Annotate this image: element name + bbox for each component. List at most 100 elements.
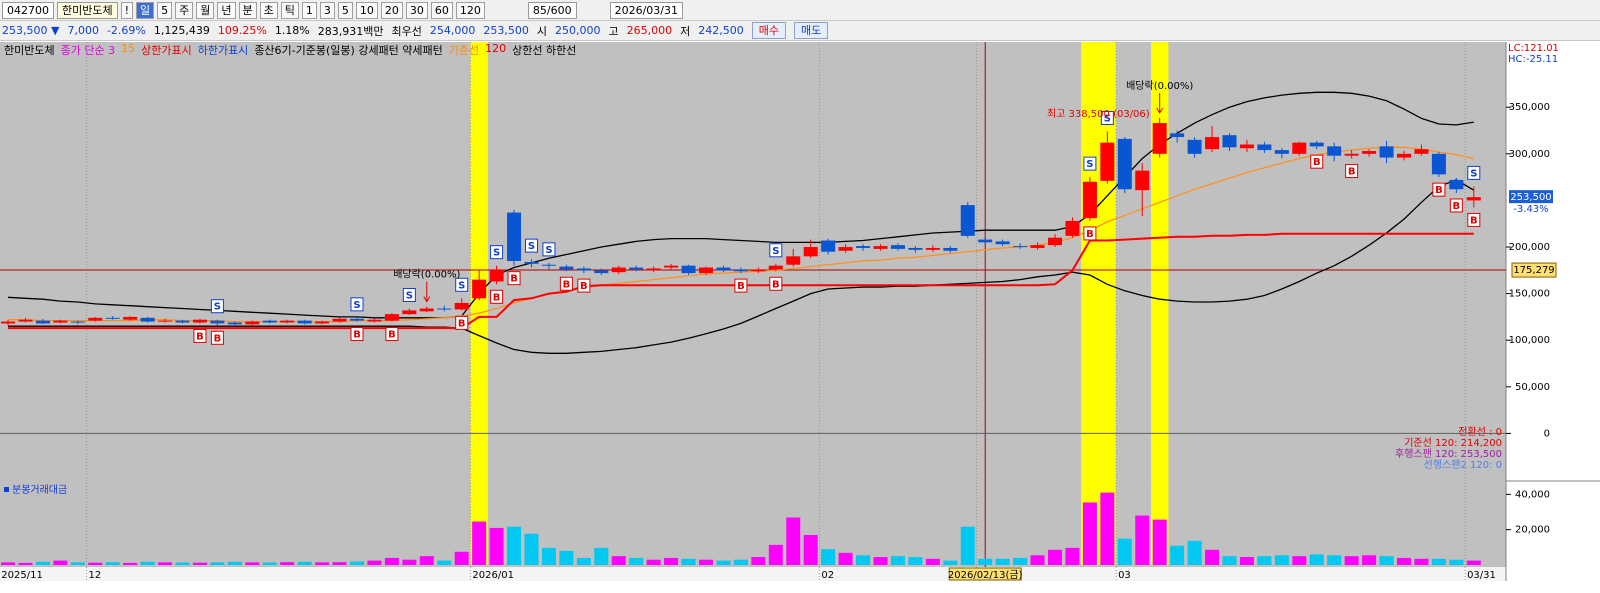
toolbar: 042700 한미반도체! 일 5 주 월 년 분 초 틱 1 3 5 10 20 30 60 120 85/600…	[0, 0, 1600, 21]
interval-option[interactable]: 3	[319, 1, 335, 19]
volume-bar	[332, 562, 347, 565]
info-turnover: 1.18%	[274, 24, 310, 37]
buy-button[interactable]: 매수	[751, 22, 786, 39]
candle-body	[1205, 137, 1220, 150]
volume-bar	[1362, 555, 1377, 565]
candle-body	[559, 266, 574, 270]
signal-box	[734, 278, 748, 293]
legend-item: 종가 단순 3	[60, 44, 116, 57]
x-tick-label: 2026/01	[472, 570, 514, 581]
volume-bar	[1292, 556, 1307, 565]
candle-body	[1117, 138, 1132, 190]
candle-body	[18, 319, 33, 322]
signal-marker: B	[769, 276, 783, 291]
volume-bar	[890, 556, 905, 565]
interval-option[interactable]: 5	[337, 1, 353, 19]
signal-label: B	[458, 318, 466, 329]
signal-label: B	[1348, 166, 1356, 177]
dividend-annotation: 배당락(0.00%)	[1126, 80, 1193, 92]
interval-option[interactable]: 1	[301, 1, 317, 19]
volume-bar	[611, 556, 626, 565]
volume-bar	[419, 556, 434, 565]
candle-body	[1048, 237, 1062, 246]
interval-option[interactable]: 60	[430, 1, 453, 19]
signal-box	[542, 242, 556, 257]
period-option[interactable]: 년	[217, 1, 236, 19]
interval-option[interactable]: 120	[455, 1, 485, 19]
candle-body	[838, 247, 853, 251]
signal-box	[1432, 182, 1446, 197]
candle-body	[716, 267, 731, 271]
period-option[interactable]: 초	[259, 1, 278, 19]
volume-bar	[524, 533, 539, 565]
period-button[interactable]: 일	[136, 1, 155, 19]
volume-bar	[699, 559, 713, 565]
interval-option[interactable]: 30	[405, 1, 428, 19]
volume-bar	[88, 562, 103, 565]
stock-code[interactable]: 042700	[2, 1, 54, 19]
volume-bar	[960, 526, 975, 565]
candle-body	[472, 279, 487, 299]
signal-box	[525, 238, 538, 253]
date-field[interactable]: 2026/03/31	[609, 1, 684, 19]
candle-body	[245, 321, 260, 325]
signal-label: B	[388, 330, 396, 341]
volume-bar	[803, 534, 818, 565]
signal-marker: B	[455, 315, 469, 330]
signal-label: B	[196, 331, 204, 342]
candle-body	[646, 268, 661, 271]
alert-button[interactable]: !	[120, 1, 134, 19]
period-option[interactable]: 주	[175, 1, 194, 19]
candle-body	[192, 319, 207, 323]
sell-button[interactable]: 매도	[794, 22, 829, 39]
candle-body	[1030, 245, 1045, 248]
volume-bar	[367, 560, 382, 565]
bar-count[interactable]: 85/600	[527, 1, 577, 19]
volume-bar	[1414, 558, 1429, 565]
volume-bar	[1205, 549, 1220, 565]
signal-box	[455, 277, 469, 292]
volume-bar	[821, 549, 836, 565]
indicator-value: 전환선 : 0	[1458, 426, 1502, 438]
volume-bar	[594, 547, 609, 565]
candle-body	[1100, 142, 1115, 181]
volume-bar	[1239, 557, 1254, 565]
highlight-column	[1081, 42, 1099, 565]
candle-body	[123, 316, 138, 320]
period-option[interactable]: 월	[196, 1, 215, 19]
info-best-label: 최우선	[391, 24, 422, 38]
candle-body	[105, 317, 120, 319]
volume-bar	[384, 557, 399, 565]
candle-body	[1170, 133, 1185, 138]
volume-bar	[908, 557, 923, 565]
interval-option[interactable]: 10	[355, 1, 378, 19]
period-option[interactable]: 틱	[280, 1, 299, 19]
y-tick-label: 350,000	[1509, 102, 1550, 113]
candle-body	[1379, 146, 1394, 158]
info-open: 250,000	[555, 24, 601, 37]
y-tick-label: 20,000	[1515, 525, 1550, 536]
candle-body	[856, 246, 871, 248]
period-number[interactable]: 5	[157, 1, 173, 19]
dividend-annotation: 배당락(0.00%)	[393, 269, 460, 281]
info-change-pct: -2.69%	[106, 24, 146, 37]
indicator-value: 선행스팬2 120: 0	[1424, 459, 1502, 471]
high-annotation: 최고 338,500 (03/06)	[1047, 108, 1150, 120]
volume-bar	[210, 562, 225, 565]
stock-name[interactable]: 한미반도체	[57, 1, 118, 19]
candle-body	[315, 321, 330, 324]
volume-bar	[1065, 547, 1080, 565]
signal-box	[490, 245, 504, 260]
candle-body	[1344, 153, 1359, 156]
period-option[interactable]: 분	[238, 1, 257, 19]
volume-bar	[733, 559, 748, 565]
candle-body	[925, 247, 940, 250]
candle-body	[402, 310, 417, 315]
candle-body	[210, 320, 225, 324]
interval-option[interactable]: 20	[380, 1, 403, 19]
candle-body	[454, 302, 469, 310]
volume-bar	[1152, 519, 1167, 565]
signal-label: B	[772, 279, 780, 290]
